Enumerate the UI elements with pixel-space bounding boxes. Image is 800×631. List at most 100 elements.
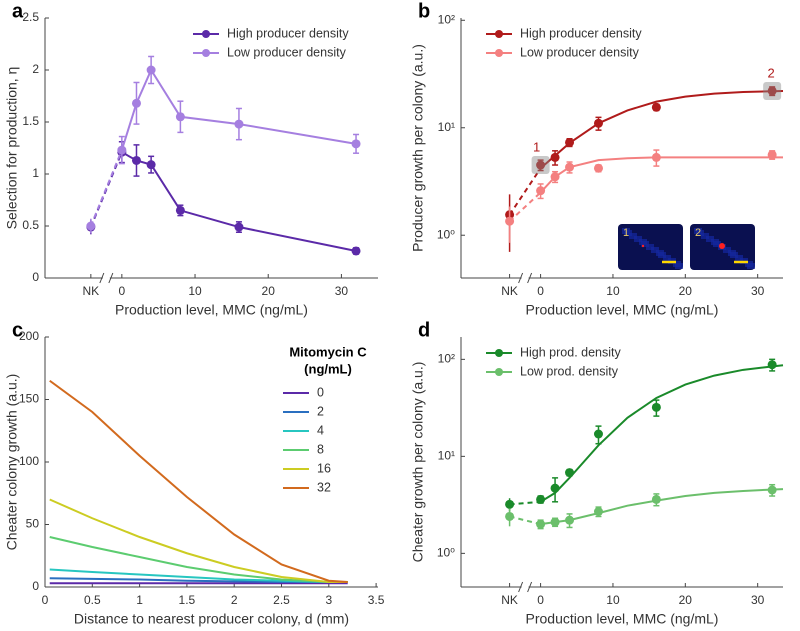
panel-label: d [418,319,430,341]
legend-marker [202,30,210,38]
inset-texture [747,263,755,269]
y-tick-label: 10¹ [438,120,455,134]
series-line [121,151,357,252]
data-point [146,65,156,75]
inset-texture [651,247,659,253]
data-point [593,429,603,439]
legend-title: (ng/mL) [304,361,352,376]
y-tick-label: 10⁰ [437,546,455,560]
data-point [536,160,546,170]
x-tick-label: 0 [537,284,544,298]
y-tick-label: 1.5 [22,114,39,128]
legend-label: 2 [317,404,324,418]
x-tick-label: 10 [606,284,620,298]
data-point [117,145,127,155]
x-tick-label: 30 [751,593,765,607]
fit-line [540,488,784,526]
data-point [651,494,661,504]
x-tick-label: 1 [136,593,143,607]
data-point [550,517,560,527]
series-line [49,379,348,583]
panel-label: b [418,0,430,22]
y-axis-label: Cheater colony growth (a.u.) [4,374,20,551]
data-point [536,494,546,504]
data-point [651,102,661,112]
data-point [593,118,603,128]
data-point [767,150,777,160]
legend-marker [495,368,503,376]
y-tick-label: 2 [32,62,39,76]
x-tick-label: NK [501,593,518,607]
data-point [131,98,141,108]
x-tick-label: 20 [679,284,693,298]
x-tick-label: 10 [188,284,202,298]
data-point [565,515,575,525]
nk-connector [508,167,542,216]
highlight-box [763,81,782,100]
inset-texture [629,233,637,239]
x-axis-label: Production level, MMC (ng/mL) [526,611,719,627]
data-point [550,172,560,182]
fit-line [540,364,784,503]
inset-label: 1 [623,227,629,239]
x-tick-label: 0.5 [84,593,101,607]
data-point [131,155,141,165]
nk-connector [508,191,542,222]
axis-break [527,272,533,284]
axis-break [527,581,533,593]
legend-marker [495,30,503,38]
data-point [565,137,575,147]
data-point [767,485,777,495]
annotation: 2 [768,65,775,80]
y-tick-label: 10⁰ [437,227,455,241]
y-tick-label: 10² [438,352,455,366]
x-tick-label: 3.5 [368,593,385,607]
y-tick-label: 0 [32,579,39,593]
x-tick-label: 0 [42,593,49,607]
inset-colony [641,244,645,248]
inset-texture [663,255,671,261]
inset-texture [641,241,649,247]
highlight-box [531,156,550,175]
inset-texture [723,247,731,253]
inset-texture [658,252,666,258]
series-line [120,67,357,151]
inset-texture [701,233,709,239]
x-tick-label: 2 [231,593,238,607]
data-point [565,162,575,172]
x-tick-label: NK [501,284,518,298]
x-tick-label: 3 [325,593,332,607]
legend-title: Mitomycin C [289,344,367,359]
legend-label: 16 [317,461,331,475]
nk-point [505,499,515,509]
inset-texture [675,263,683,269]
y-tick-label: 150 [19,392,39,406]
x-tick-label: 0 [119,284,126,298]
inset-texture [646,244,654,250]
y-tick-label: 100 [19,454,39,468]
y-axis-label: Producer growth per colony (a.u.) [410,44,426,252]
x-tick-label: 20 [679,593,693,607]
nk-connector [509,515,541,526]
y-tick-label: 200 [19,329,39,343]
legend-label: 32 [317,480,331,494]
data-point [146,160,156,170]
data-point [593,163,603,173]
inset-texture [735,255,743,261]
x-tick-label: 1.5 [179,593,196,607]
data-point [175,205,185,215]
axis-break [518,581,524,593]
legend-label: High producer density [520,26,642,40]
data-point [565,468,575,478]
inset-label: 2 [695,227,701,239]
data-point [550,483,560,493]
x-tick-label: 2.5 [273,593,290,607]
data-point [234,119,244,129]
legend-label: 4 [317,423,324,437]
y-tick-label: 1 [32,166,39,180]
y-tick-label: 10¹ [438,449,455,463]
legend-label: 0 [317,385,324,399]
inset-texture [624,230,632,236]
